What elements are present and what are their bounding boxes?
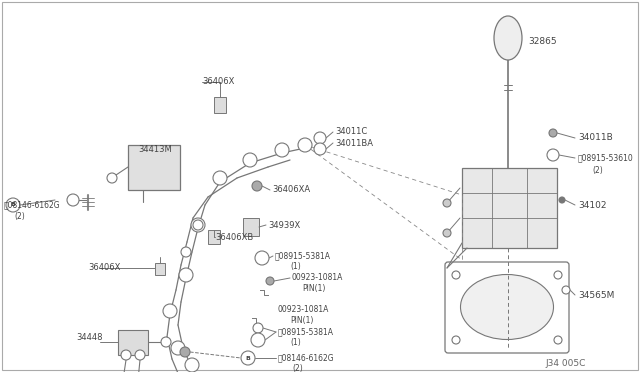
Circle shape [452,271,460,279]
FancyBboxPatch shape [445,262,569,353]
Circle shape [252,181,262,191]
Text: B: B [246,356,250,360]
Text: 34011C: 34011C [335,128,367,137]
Text: Ⓑ08146-6162G: Ⓑ08146-6162G [4,201,61,209]
Circle shape [213,171,227,185]
Circle shape [241,351,255,365]
Circle shape [6,198,20,212]
Text: Ⓥ08915-5381A: Ⓥ08915-5381A [278,327,334,337]
Circle shape [443,199,451,207]
Text: 34102: 34102 [578,201,607,209]
Circle shape [243,153,257,167]
Text: 34448: 34448 [76,334,102,343]
Ellipse shape [494,16,522,60]
Text: 34413M: 34413M [138,145,172,154]
Circle shape [121,350,131,360]
Circle shape [191,218,205,232]
Text: 34011BA: 34011BA [335,138,373,148]
Circle shape [549,129,557,137]
Circle shape [67,194,79,206]
FancyBboxPatch shape [155,263,165,275]
Text: B: B [11,202,15,208]
Text: Ⓥ08915-5381A: Ⓥ08915-5381A [275,251,331,260]
Circle shape [135,350,145,360]
Text: 32865: 32865 [528,38,557,46]
Circle shape [314,132,326,144]
FancyBboxPatch shape [214,97,226,113]
Circle shape [107,173,117,183]
Circle shape [171,341,185,355]
Circle shape [161,337,171,347]
Text: V: V [256,337,260,343]
Circle shape [562,286,570,294]
Text: (1): (1) [290,339,301,347]
Text: 34939X: 34939X [268,221,300,230]
Text: PIN(1): PIN(1) [290,317,314,326]
Text: 34565M: 34565M [578,291,614,299]
FancyBboxPatch shape [118,330,148,355]
Circle shape [443,229,451,237]
Text: Ⓑ08146-6162G: Ⓑ08146-6162G [278,353,335,362]
Text: 00923-1081A: 00923-1081A [278,305,330,314]
Circle shape [547,149,559,161]
Circle shape [179,268,193,282]
Circle shape [554,271,562,279]
Circle shape [181,247,191,257]
Text: Ⓥ08915-53610: Ⓥ08915-53610 [578,154,634,163]
Circle shape [185,358,199,372]
Circle shape [193,220,203,230]
Text: (2): (2) [14,212,25,221]
Circle shape [275,143,289,157]
Text: (2): (2) [592,166,603,174]
Circle shape [255,251,269,265]
Text: 34011B: 34011B [578,134,612,142]
Circle shape [253,323,263,333]
FancyBboxPatch shape [243,218,259,236]
Circle shape [298,138,312,152]
Text: V: V [260,256,264,260]
Circle shape [554,336,562,344]
Text: 00923-1081A: 00923-1081A [292,273,344,282]
Text: 36406X: 36406X [202,77,234,87]
Circle shape [266,277,274,285]
Text: (2): (2) [292,365,303,372]
FancyBboxPatch shape [462,168,557,248]
Circle shape [180,347,190,357]
Circle shape [163,304,177,318]
FancyBboxPatch shape [208,230,220,244]
FancyBboxPatch shape [128,145,180,190]
Text: 36406X: 36406X [88,263,120,273]
Circle shape [251,333,265,347]
Ellipse shape [461,275,554,340]
Circle shape [314,143,326,155]
Text: J34 005C: J34 005C [545,359,586,368]
Text: (1): (1) [290,263,301,272]
Text: PIN(1): PIN(1) [302,285,325,294]
Text: 36406XB: 36406XB [215,232,253,241]
Circle shape [452,336,460,344]
Text: 36406XA: 36406XA [272,186,310,195]
Circle shape [559,197,565,203]
